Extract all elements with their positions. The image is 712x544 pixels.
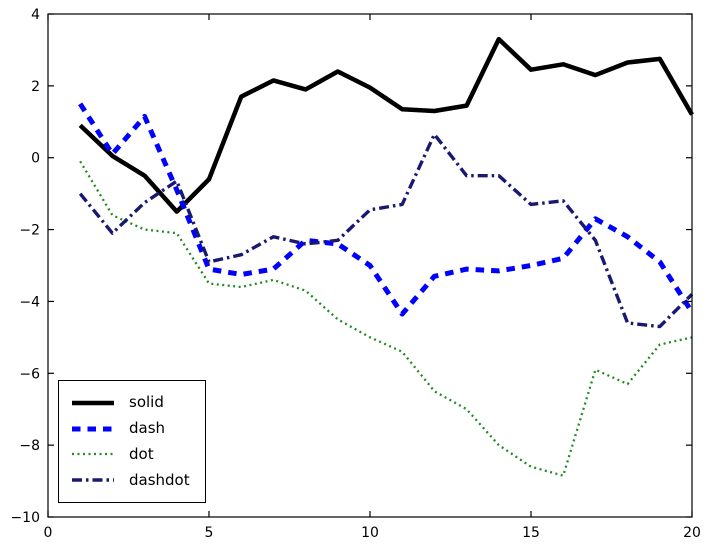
y-tick-label: 2 bbox=[31, 79, 40, 95]
series-dot bbox=[79, 160, 693, 477]
legend-entry-dashdot: dashdot bbox=[70, 467, 191, 493]
x-tick-label: 0 bbox=[44, 525, 53, 541]
y-tick-label: 0 bbox=[31, 151, 40, 167]
legend-entry-solid: solid bbox=[70, 390, 191, 416]
legend-line-sample-dot bbox=[72, 453, 114, 456]
x-tick-label: 15 bbox=[522, 525, 540, 541]
x-tick-label: 20 bbox=[683, 525, 701, 541]
legend-line-sample-dash bbox=[72, 426, 114, 432]
legend-line-sample-solid bbox=[72, 400, 114, 406]
legend-label: solid bbox=[129, 393, 164, 412]
legend-line-sample-dashdot bbox=[72, 478, 114, 482]
y-tick-label: 4 bbox=[31, 7, 40, 23]
series-dashdot bbox=[78, 132, 694, 329]
x-tick-label: 10 bbox=[361, 525, 379, 541]
y-tick-label: −6 bbox=[19, 366, 40, 382]
legend-entry-dot: dot bbox=[70, 442, 191, 468]
legend-label: dashdot bbox=[129, 470, 190, 489]
y-tick-label: −10 bbox=[10, 510, 40, 526]
legend-label: dash bbox=[129, 419, 166, 438]
series-dash bbox=[78, 102, 695, 317]
x-tick-label: 5 bbox=[205, 525, 214, 541]
legend-entry-dash: dash bbox=[70, 416, 191, 442]
y-tick-label: −2 bbox=[19, 223, 40, 239]
legend: solid dash dot dashdot bbox=[58, 380, 206, 503]
y-tick-label: −4 bbox=[19, 294, 40, 310]
legend-label: dot bbox=[129, 444, 154, 463]
y-tick-label: −8 bbox=[19, 438, 40, 454]
